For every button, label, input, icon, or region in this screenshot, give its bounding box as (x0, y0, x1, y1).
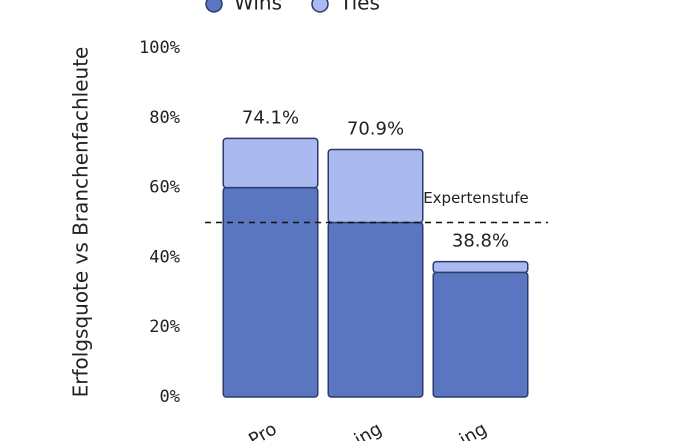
reference-label: Expertenstufe (423, 189, 529, 207)
y-tick-label: 40% (149, 247, 180, 267)
y-tick-label: 20% (149, 317, 180, 337)
bar-segment (222, 186, 319, 398)
y-axis-label: Erfolgsquote vs Branchenfachleute (69, 47, 93, 398)
total-label: 38.8% (452, 231, 509, 252)
x-tick-label: ing (456, 418, 491, 441)
y-tick-label: 100% (139, 38, 180, 58)
bar-segment (432, 260, 529, 274)
legend-label: Ties (339, 0, 380, 15)
bar-segment (327, 148, 424, 224)
bar-segment (327, 221, 424, 398)
y-tick-label: 80% (149, 108, 180, 128)
legend-label: Wins (234, 0, 282, 15)
legend-marker (311, 0, 329, 13)
total-label: 74.1% (242, 107, 299, 128)
y-tick-label: 60% (149, 178, 180, 198)
x-tick-label: Pro (245, 418, 280, 441)
legend-marker (205, 0, 223, 13)
bar-segment (222, 137, 319, 189)
y-tick-label: 0% (160, 387, 180, 407)
bar-segment (432, 271, 529, 398)
total-label: 70.9% (347, 119, 404, 140)
x-tick-label: ing (351, 418, 386, 441)
